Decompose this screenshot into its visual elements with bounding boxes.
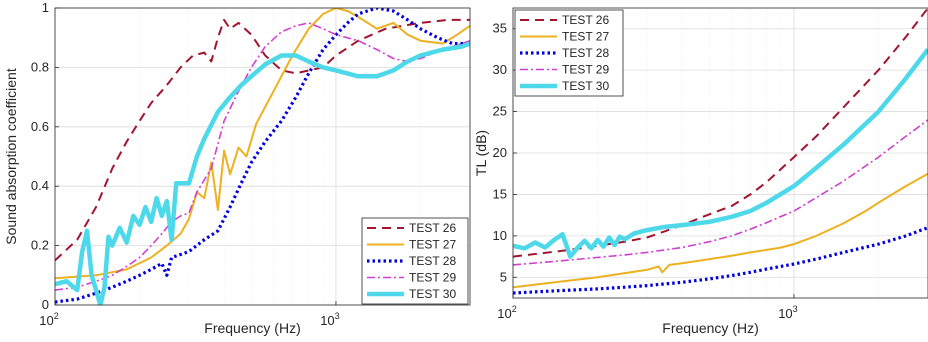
- series-line-test-27: [513, 172, 928, 289]
- legend-label: TEST 26: [409, 221, 456, 235]
- x-tick-label: 103: [778, 304, 797, 321]
- y-tick-label: 0: [42, 297, 49, 312]
- axes-frame: [54, 7, 471, 306]
- legend-label: TEST 30: [409, 287, 456, 301]
- y-tick-label: 30: [493, 62, 507, 77]
- series-line-test-26: [55, 18, 470, 262]
- legend-label: TEST 29: [562, 63, 609, 77]
- legend-label: TEST 29: [409, 271, 456, 285]
- x-tick-label: 102: [497, 304, 516, 321]
- legend-label: TEST 27: [562, 30, 609, 44]
- legend-label: TEST 30: [562, 79, 609, 93]
- series-group: [55, 8, 470, 305]
- legend-label: TEST 26: [562, 13, 609, 27]
- y-tick-label: 15: [493, 186, 507, 201]
- x-axis-label: Frequency (Hz): [662, 320, 758, 336]
- legend-label: TEST 27: [409, 238, 456, 252]
- y-tick-label: 0.8: [31, 59, 49, 74]
- series-group: [513, 8, 928, 295]
- y-tick-label: 10: [493, 228, 507, 243]
- y-tick-label: 35: [493, 21, 507, 36]
- series-line-test-30: [513, 48, 928, 259]
- series-line-test-26: [513, 8, 928, 258]
- y-tick-label: 0.4: [31, 178, 49, 193]
- series-line-test-30: [55, 41, 470, 305]
- x-tick-label: 103: [320, 311, 339, 328]
- legend: TEST 26 TEST 27 TEST 28 TEST 29 TEST 30: [361, 217, 469, 305]
- y-tick-label: 5: [500, 269, 507, 284]
- y-tick-label: 0.2: [31, 238, 49, 253]
- x-axis-label: Frequency (Hz): [204, 320, 300, 336]
- transmission-loss-chart: 5 10 15 20 25 30 35 102 103 Frequency (Hz) TL (dB)…: [473, 7, 928, 336]
- absorption-chart: 0 0.2 0.4 0.6 0.8 1 102 103 Frequency (Hz) Sound …: [3, 0, 471, 336]
- series-line-test-27: [55, 8, 470, 280]
- y-tick-label: 20: [493, 145, 507, 160]
- legend-label: TEST 28: [409, 254, 456, 268]
- series-line-test-28: [55, 8, 470, 304]
- y-tick-label: 25: [493, 104, 507, 119]
- y-tick-label: 1: [42, 0, 49, 15]
- legend-label: TEST 28: [562, 46, 609, 60]
- x-tick-label: 102: [39, 311, 58, 328]
- legend: TEST 26 TEST 27 TEST 28 TEST 29 TEST 30: [514, 9, 624, 97]
- y-axis-label: TL (dB): [473, 130, 489, 176]
- series-line-test-29: [513, 119, 928, 266]
- y-axis-label: Sound absorption coefficient: [3, 68, 19, 245]
- y-tick-label: 0.6: [31, 119, 49, 134]
